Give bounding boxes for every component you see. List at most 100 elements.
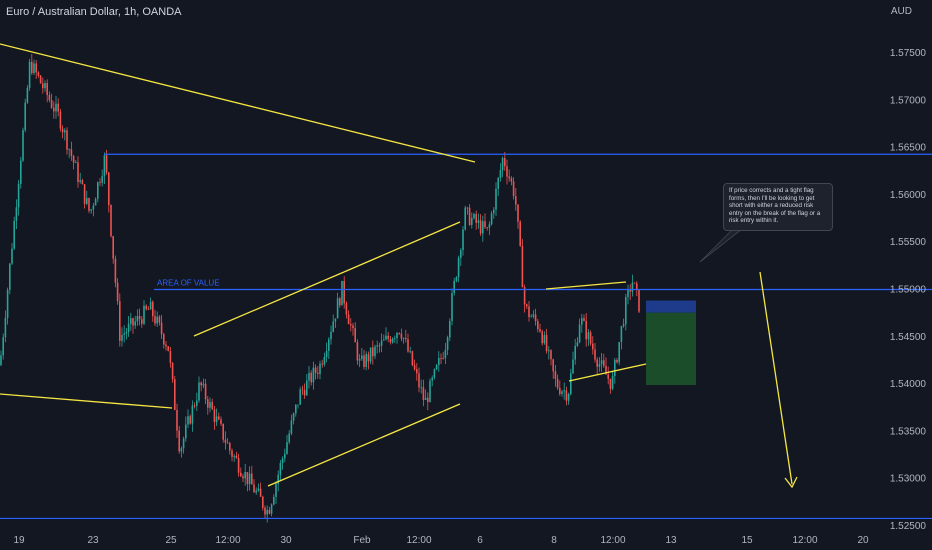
candle-body <box>394 337 396 339</box>
candle-body <box>350 324 352 326</box>
candle-body <box>37 72 40 76</box>
trend-line-upper <box>0 43 476 163</box>
candle-body <box>598 364 601 367</box>
candle-body <box>567 394 570 401</box>
candle-body <box>4 317 7 338</box>
candle-body <box>539 329 541 332</box>
candle-body <box>92 205 95 210</box>
candle-body <box>248 473 251 485</box>
candle-body <box>585 320 587 340</box>
y-tick-label: 1.54000 <box>890 379 927 390</box>
candle-body <box>220 419 222 424</box>
candle-body <box>180 448 183 452</box>
candle-body <box>189 416 191 424</box>
symbol-title[interactable]: Euro / Australian Dollar, 1h, OANDA <box>6 6 182 18</box>
candle-body <box>420 387 422 389</box>
candle-body <box>105 155 108 173</box>
candle-body <box>339 298 341 306</box>
stop-loss-zone <box>646 300 696 313</box>
candle-body <box>110 204 112 237</box>
candle-body <box>253 484 255 493</box>
candle-body <box>493 209 495 214</box>
candle-body <box>620 326 623 343</box>
candle-body <box>319 363 321 374</box>
candle-body <box>33 63 35 74</box>
candle-body <box>409 351 411 353</box>
candle-body <box>510 178 513 182</box>
candle-body <box>6 290 9 318</box>
flag-top-line <box>545 281 627 290</box>
candle-body <box>517 204 519 222</box>
candle-body <box>486 227 488 229</box>
candle-body <box>361 355 363 360</box>
x-tick-label: 30 <box>280 535 292 546</box>
candle-body <box>290 420 293 434</box>
candle-body <box>565 390 568 401</box>
candle-body <box>317 372 319 374</box>
candle-body <box>233 455 235 457</box>
candle-body <box>44 83 46 89</box>
candle-body <box>504 157 506 167</box>
candle-body <box>308 372 310 381</box>
y-tick-label: 1.56500 <box>890 143 927 154</box>
candle-body <box>497 178 499 189</box>
candle-body <box>50 100 53 108</box>
candle-body <box>548 350 550 352</box>
time-axis[interactable]: 19 23 25 12:00 30 Feb 12:00 6 8 12:00 13 15 12:00 20 <box>13 535 869 546</box>
candle-body <box>61 128 64 133</box>
candle-body <box>583 318 585 321</box>
candle-body <box>468 207 471 225</box>
x-tick-label: 12:00 <box>792 535 817 546</box>
candle-body <box>171 362 174 380</box>
candle-body <box>389 339 392 343</box>
candle-body <box>68 149 70 151</box>
x-tick-label: 12:00 <box>600 535 625 546</box>
candle-body <box>125 332 128 334</box>
candle-body <box>609 378 612 389</box>
candle-body <box>59 111 62 129</box>
candle-body <box>552 359 554 372</box>
candle-body <box>31 61 33 74</box>
x-tick-label: 25 <box>165 535 177 546</box>
candle-body <box>163 334 165 345</box>
candle-body <box>325 350 328 358</box>
take-profit-zone <box>646 312 696 386</box>
candle-body <box>596 359 598 367</box>
y-tick-label: 1.57500 <box>890 48 927 59</box>
candle-body <box>532 314 535 317</box>
candle-body <box>141 319 143 324</box>
candle-body <box>231 450 233 457</box>
candle-body <box>600 360 603 365</box>
candle-body <box>512 181 515 197</box>
candle-body <box>563 390 565 392</box>
projection-arrow-head <box>784 476 798 489</box>
candle-body <box>121 334 123 341</box>
candle-body <box>592 343 594 350</box>
candle-body <box>506 166 508 177</box>
candle-body <box>537 321 539 330</box>
candle-body <box>391 338 394 343</box>
candle-body <box>77 162 79 182</box>
candle-body <box>211 402 213 410</box>
candle-body <box>561 391 563 394</box>
candle-body <box>187 416 189 425</box>
candle-body <box>70 149 73 156</box>
candle-body <box>81 180 84 185</box>
candle-body <box>207 399 209 408</box>
candle-body <box>301 389 304 391</box>
candle-body <box>108 172 110 205</box>
candle-body <box>380 340 383 346</box>
candle-body <box>154 316 156 324</box>
candle-body <box>240 472 242 477</box>
note-callout: If price corrects and a tight flag forms… <box>723 183 833 231</box>
candle-body <box>281 458 284 464</box>
candle-body <box>20 160 22 184</box>
candle-body <box>103 155 106 177</box>
candle-body <box>57 103 59 112</box>
candle-body <box>259 488 262 497</box>
candle-body <box>72 155 75 163</box>
candle-body <box>589 332 592 344</box>
price-axis[interactable]: 1.57500 1.57000 1.56500 1.56000 1.55500 1.550… <box>890 48 927 532</box>
x-tick-label: 12:00 <box>215 535 240 546</box>
